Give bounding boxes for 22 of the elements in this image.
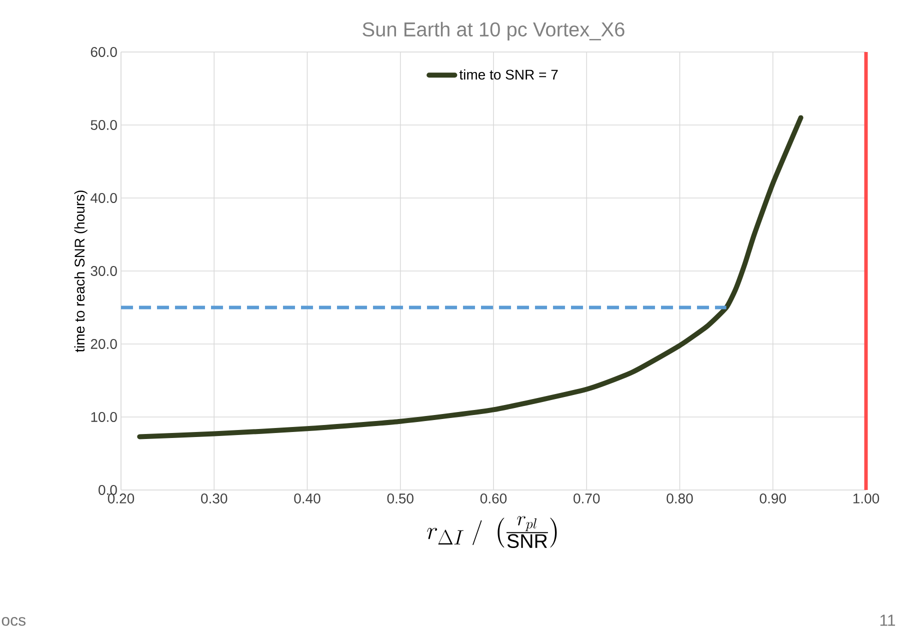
- x-tick-label: 0.90: [760, 494, 786, 504]
- y-tick-label: 0.0: [98, 485, 117, 495]
- y-tick-label: 40.0: [90, 193, 117, 203]
- text: ocs: [2, 617, 26, 626]
- x-tick-label: 0.20: [108, 494, 134, 504]
- y-tick-label: 20.0: [90, 339, 117, 349]
- y-tick-label: 50.0: [90, 120, 117, 130]
- text: 11: [880, 614, 896, 626]
- x-tick-label: 0.80: [666, 494, 693, 504]
- y-tick-label: 30.0: [90, 266, 117, 276]
- x-tick-label: 0.50: [387, 494, 414, 504]
- x-tick-label: 0.40: [294, 494, 320, 504]
- x-tick-label: 0.70: [574, 494, 600, 504]
- y-axis-title: time to reach SNR (hours): [74, 190, 88, 352]
- y-tick-label: 10.0: [91, 412, 117, 422]
- chart-title: Sun Earth at 10 pc Vortex_X6: [362, 22, 624, 40]
- legend-label: time to SNR = 7: [459, 69, 558, 80]
- x-axis-title: $r_{\Delta I} \;/\; \left( \frac{r_{pl}}{\mathrm{SNR}} \right)$: [427, 516, 557, 548]
- x-tick-label: 0.60: [480, 494, 507, 504]
- x-tick-label: 0.30: [201, 494, 228, 504]
- x-tick-label: 1.00: [853, 494, 880, 504]
- y-tick-label: 60.0: [90, 47, 117, 57]
